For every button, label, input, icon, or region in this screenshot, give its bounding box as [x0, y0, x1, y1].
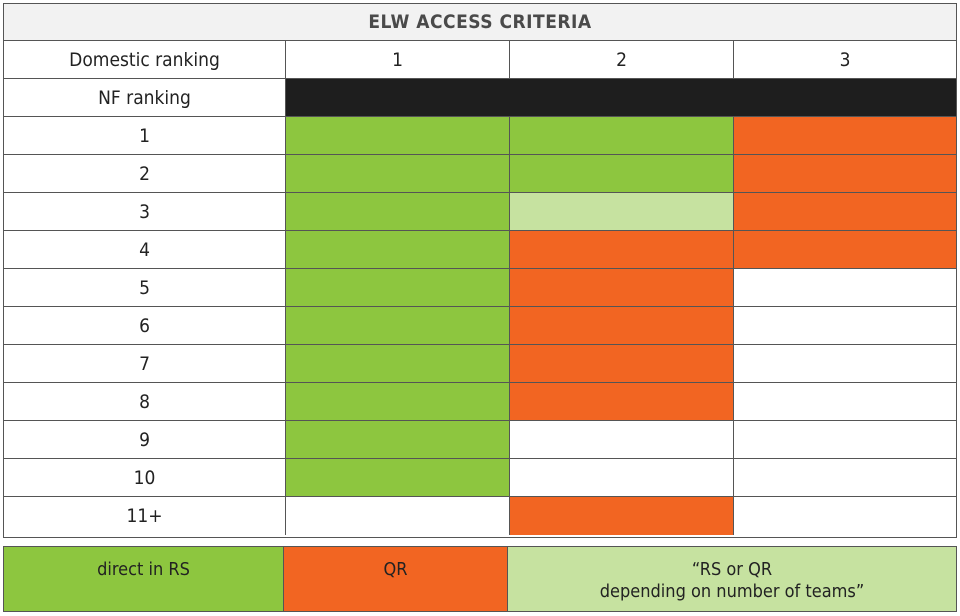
access-cell-orange — [734, 193, 956, 231]
header-divider-bar — [286, 79, 956, 117]
legend-qr-label: QR — [383, 559, 408, 580]
nf-rank-label: 2 — [4, 155, 286, 193]
table-title: ELW ACCESS CRITERIA — [4, 4, 956, 41]
legend-rs-or-qr-line1: “RS or QR — [691, 559, 773, 580]
nf-rank-label: 10 — [4, 459, 286, 497]
nf-rank-label: 1 — [4, 117, 286, 155]
access-cell-green — [510, 155, 734, 193]
legend-qr: QR — [284, 547, 508, 611]
nf-rank-label: 8 — [4, 383, 286, 421]
access-cell-orange — [734, 155, 956, 193]
access-cell-orange — [510, 269, 734, 307]
nf-rank-label: 11+ — [4, 497, 286, 535]
access-cell-orange — [734, 117, 956, 155]
access-cell-green — [286, 193, 510, 231]
nf-ranking-label: NF ranking — [4, 79, 286, 117]
access-cell-white — [510, 459, 734, 497]
legend-rs-or-qr-line2: depending on number of teams” — [599, 581, 865, 602]
legend-rs-or-qr: “RS or QR depending on number of teams” — [508, 547, 956, 611]
legend-direct-label: direct in RS — [97, 559, 190, 580]
access-cell-white — [734, 269, 956, 307]
access-cell-white — [734, 421, 956, 459]
nf-rank-label: 9 — [4, 421, 286, 459]
domestic-ranking-label: Domestic ranking — [4, 41, 286, 79]
access-cell-white — [510, 421, 734, 459]
access-cell-white — [734, 459, 956, 497]
access-cell-green — [286, 307, 510, 345]
access-cell-orange — [734, 231, 956, 269]
domestic-rank-2-header: 2 — [510, 41, 734, 79]
nf-rank-label: 3 — [4, 193, 286, 231]
domestic-rank-1-header: 1 — [286, 41, 510, 79]
access-cell-green — [286, 155, 510, 193]
nf-rank-label: 4 — [4, 231, 286, 269]
access-cell-green — [286, 421, 510, 459]
access-cell-orange — [510, 345, 734, 383]
access-cell-white — [734, 345, 956, 383]
access-cell-green — [286, 231, 510, 269]
access-cell-white — [734, 383, 956, 421]
nf-rank-label: 5 — [4, 269, 286, 307]
legend: direct in RS QR “RS or QR depending on n… — [3, 546, 957, 612]
domestic-rank-3-header: 3 — [734, 41, 956, 79]
access-cell-green — [286, 459, 510, 497]
access-cell-green — [286, 383, 510, 421]
access-cell-green — [286, 269, 510, 307]
nf-rank-label: 6 — [4, 307, 286, 345]
nf-rank-label: 7 — [4, 345, 286, 383]
access-cell-green — [286, 117, 510, 155]
access-cell-white — [734, 497, 956, 535]
access-cell-white — [286, 497, 510, 535]
access-cell-white — [734, 307, 956, 345]
access-cell-orange — [510, 231, 734, 269]
access-cell-orange — [510, 383, 734, 421]
access-cell-light — [510, 193, 734, 231]
access-cell-green — [510, 117, 734, 155]
access-cell-orange — [510, 307, 734, 345]
legend-direct-in-rs: direct in RS — [4, 547, 284, 611]
access-cell-orange — [510, 497, 734, 535]
access-criteria-table: ELW ACCESS CRITERIA Domestic ranking 1 2… — [3, 3, 957, 538]
access-cell-green — [286, 345, 510, 383]
